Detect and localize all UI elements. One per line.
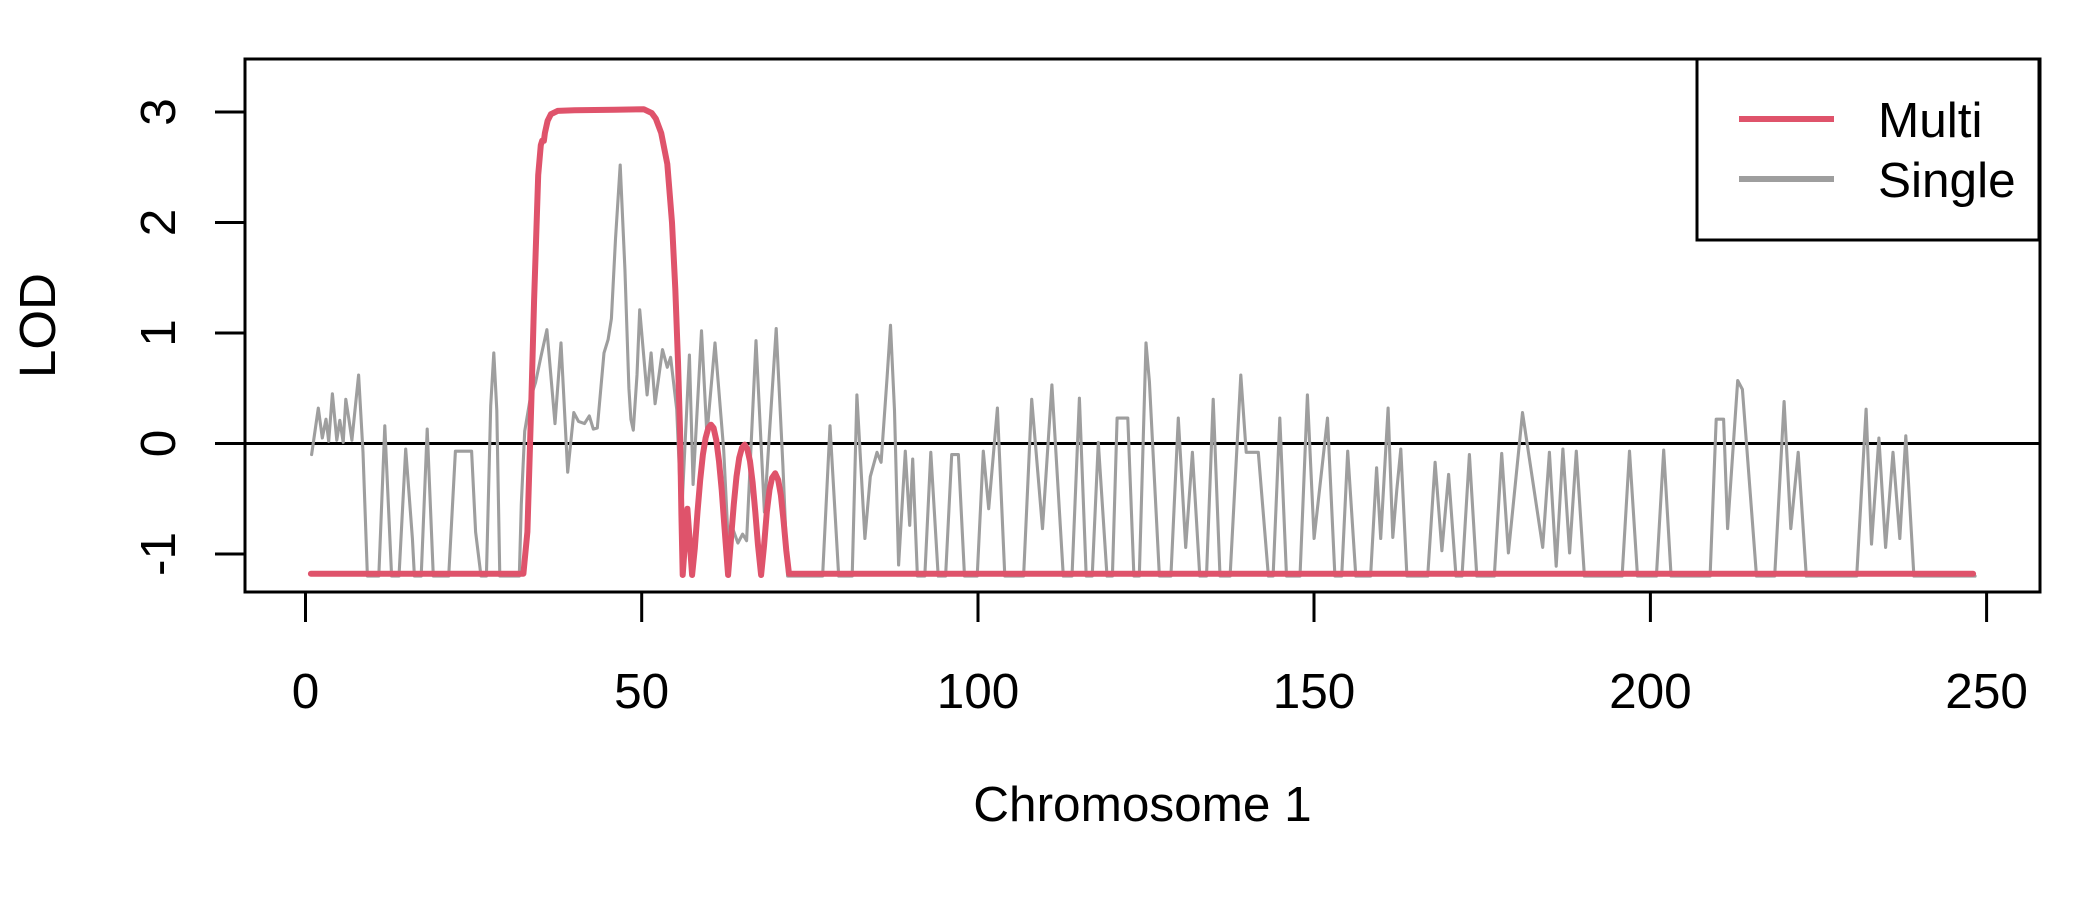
svg-text:50: 50 xyxy=(614,664,669,719)
svg-text:150: 150 xyxy=(1273,664,1356,719)
svg-text:Chromosome 1: Chromosome 1 xyxy=(973,777,1311,832)
svg-text:0: 0 xyxy=(292,664,320,719)
svg-text:0: 0 xyxy=(131,430,186,458)
svg-text:LOD: LOD xyxy=(9,273,66,378)
svg-text:250: 250 xyxy=(1945,664,2028,719)
svg-text:200: 200 xyxy=(1609,664,1692,719)
svg-text:Multi: Multi xyxy=(1878,93,1983,148)
svg-text:1: 1 xyxy=(131,319,186,347)
svg-text:2: 2 xyxy=(131,209,186,237)
svg-text:-1: -1 xyxy=(131,532,186,576)
svg-text:Single: Single xyxy=(1878,153,2016,208)
svg-text:100: 100 xyxy=(937,664,1020,719)
svg-text:3: 3 xyxy=(131,98,186,126)
